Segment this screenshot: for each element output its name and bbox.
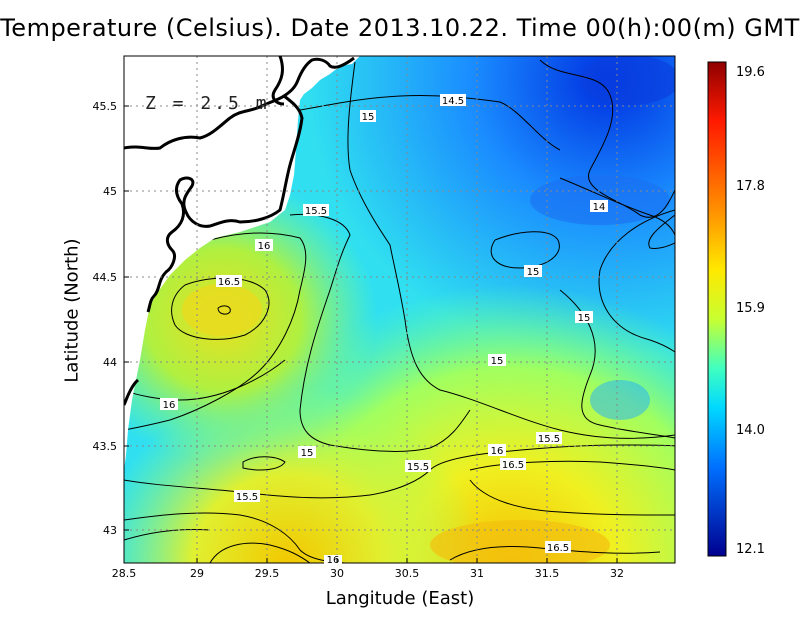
contour-label: 15 [360,110,376,123]
svg-text:16.5: 16.5 [547,543,569,554]
contour-label: 16.5 [500,458,526,471]
svg-text:15: 15 [578,313,591,324]
contour-labels: 15 14.5 14 15.5 16 16.5 15 15 15 16 15 1… [160,94,608,566]
svg-text:15.5: 15.5 [305,206,327,217]
svg-text:14: 14 [593,202,606,213]
contour-label: 15.5 [303,204,329,217]
colorbar-label: 15.9 [736,301,765,316]
x-axis-label: Langitude (East) [325,588,475,609]
svg-text:15.5: 15.5 [538,434,560,445]
svg-text:16.5: 16.5 [218,277,240,288]
plot-frame [123,55,676,564]
colorbar-label: 17.8 [736,179,765,194]
svg-text:15: 15 [491,356,504,367]
svg-text:16: 16 [327,555,340,566]
contour-label: 15 [524,265,542,278]
svg-text:14.5: 14.5 [442,96,464,107]
temperature-field [124,56,675,563]
contour-label: 15.5 [234,490,260,503]
colorbar-labels: 19.6 17.8 15.9 14.0 12.1 [736,65,765,557]
contour-label: 15 [488,354,506,367]
svg-text:16: 16 [491,446,504,457]
colorbar-label: 19.6 [736,65,765,80]
x-tick-label: 28.5 [112,567,137,580]
land-mask [124,56,360,470]
contour-label: 15.5 [405,460,431,473]
svg-text:16.5: 16.5 [502,460,524,471]
axis-ticks [124,105,618,563]
svg-text:15: 15 [362,112,375,123]
contour-label: 16 [324,555,342,566]
svg-text:15: 15 [301,448,314,459]
contour-label: 14 [590,200,608,213]
contour-label: 15.5 [536,432,562,445]
contour-label: 16 [160,398,178,411]
y-tick-labels: 43 43.5 44 44.5 45 45.5 [93,100,118,537]
svg-text:15.5: 15.5 [407,462,429,473]
contour-label: 16.5 [545,541,571,554]
contour-label: 16.5 [216,275,242,288]
colorbar-label: 12.1 [736,542,765,557]
colorbar [707,61,727,557]
svg-text:16: 16 [258,241,271,252]
x-tick-label: 29 [190,567,204,580]
x-tick-label: 31.5 [535,567,560,580]
contour-label: 16 [488,444,506,457]
colorbar-label: 14.0 [736,423,765,438]
x-tick-label: 29.5 [255,567,280,580]
x-tick-label: 31 [470,567,484,580]
x-tick-label: 30 [330,567,344,580]
svg-text:15.5: 15.5 [236,492,258,503]
y-tick-label: 45 [103,185,117,198]
y-tick-label: 43.5 [93,440,118,453]
y-tick-label: 45.5 [93,100,118,113]
plot-title: Temperature (Celsius). Date 2013.10.22. … [0,14,800,42]
contour-label: 15 [575,311,593,324]
y-tick-label: 44.5 [93,271,118,284]
x-tick-label: 30.5 [395,567,420,580]
x-tick-labels: 28.5 29 29.5 30 30.5 31 31.5 32 [112,567,624,580]
y-tick-label: 43 [103,524,117,537]
svg-text:16: 16 [163,400,176,411]
gridlines [124,56,675,563]
y-tick-label: 44 [103,356,117,369]
contour-label: 14.5 [440,94,466,107]
svg-text:15: 15 [527,267,540,278]
x-tick-label: 32 [610,567,624,580]
depth-label: Z = 2.5 m [145,93,270,114]
contour-label: 16 [255,239,273,252]
contour-label: 15 [298,446,316,459]
